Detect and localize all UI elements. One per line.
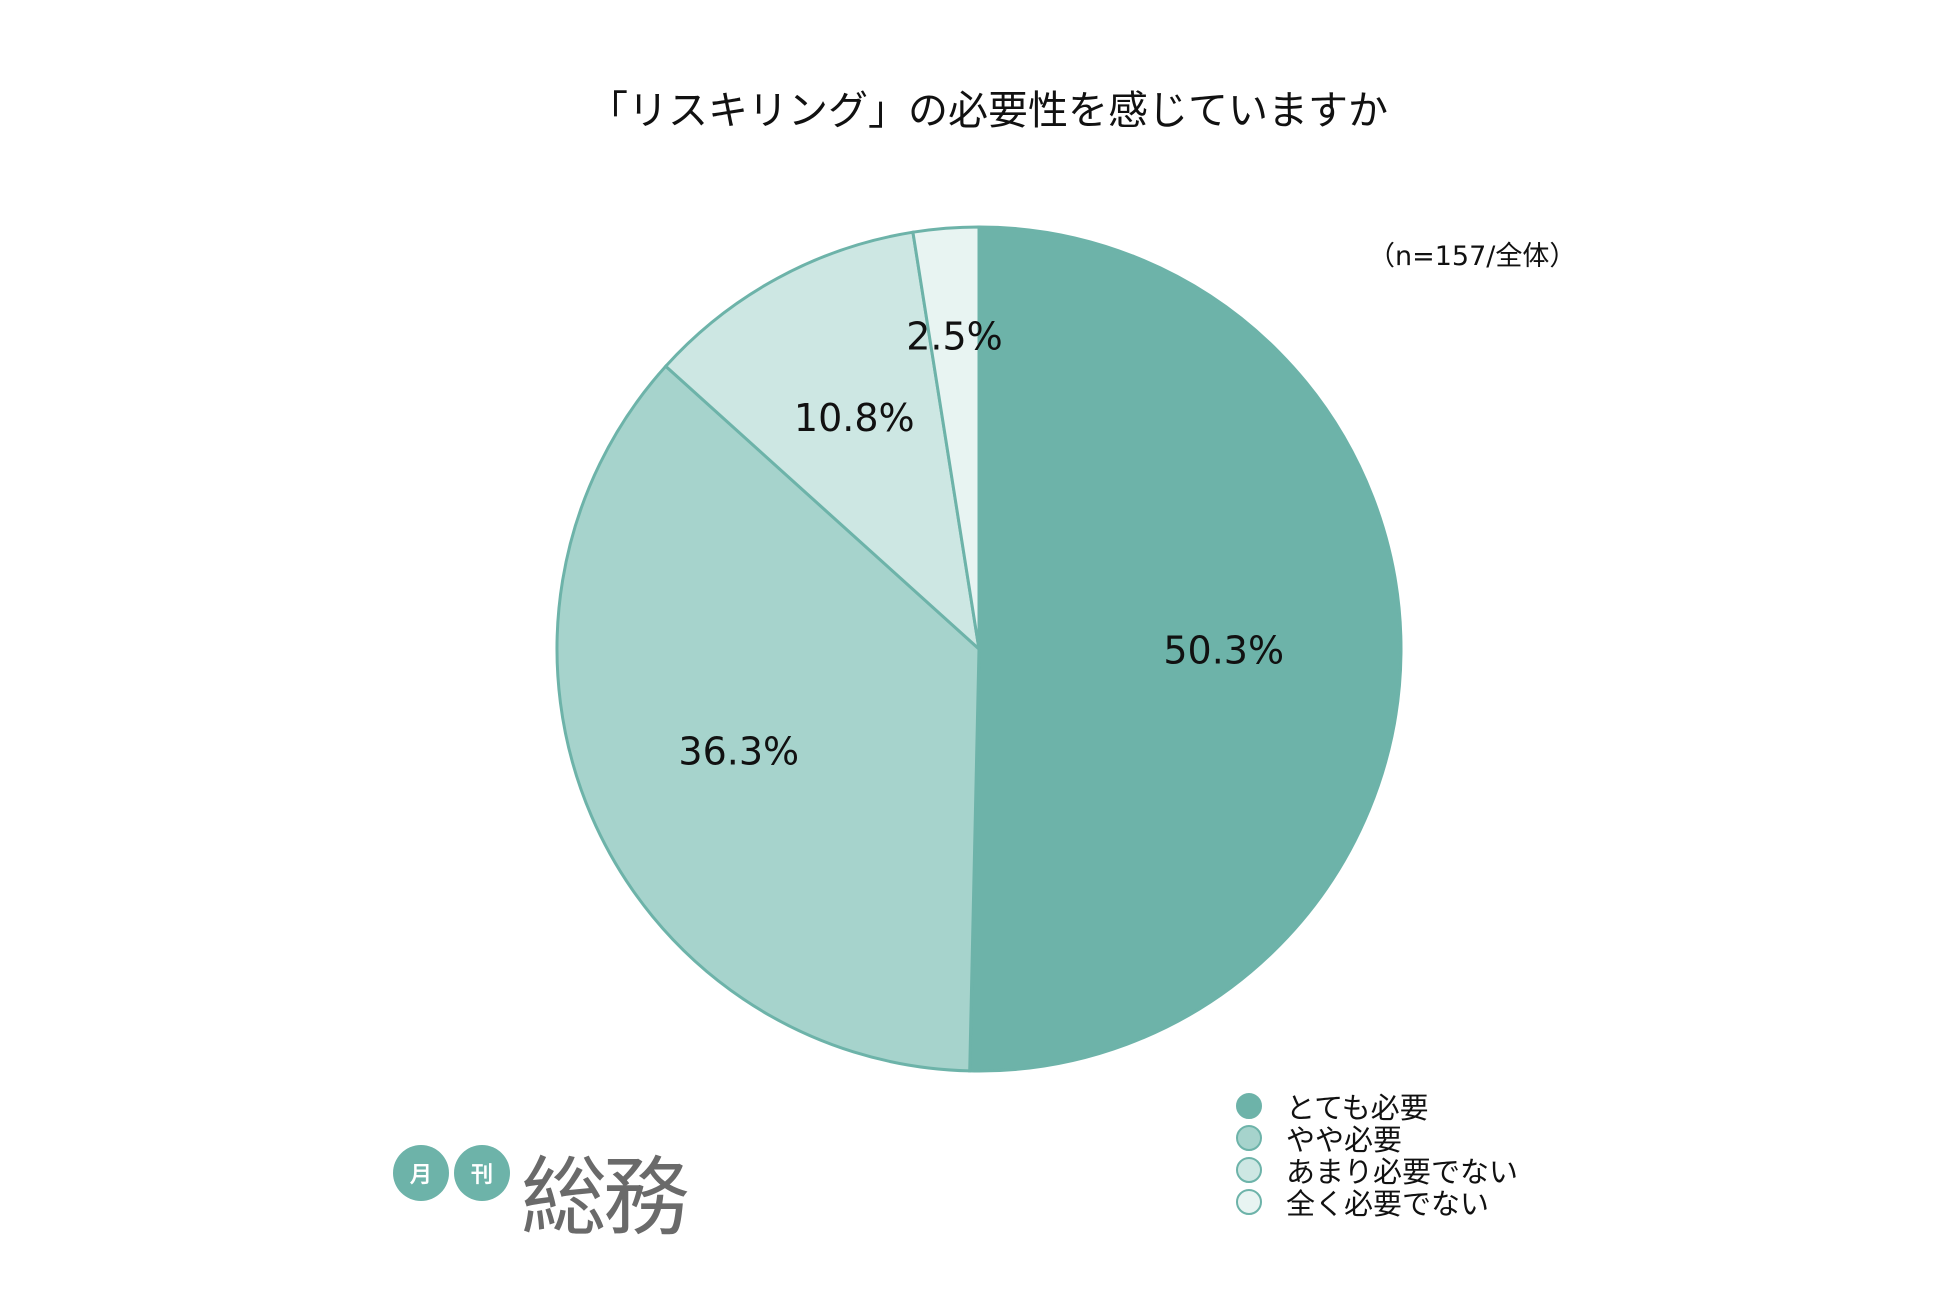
logo-badge: 月 (393, 1145, 449, 1201)
legend-item: 全く必要でない (1236, 1186, 1518, 1221)
logo-badge: 刊 (454, 1145, 510, 1201)
chart-title: 「リスキリング」の必要性を感じていますか (588, 88, 1388, 134)
legend-item: あまり必要でない (1236, 1154, 1518, 1189)
legend-label: やや必要 (1286, 1123, 1403, 1157)
pie-slice (968, 225, 1403, 1073)
legend-item: やや必要 (1236, 1122, 1518, 1157)
data-label: 50.3% (1163, 629, 1284, 673)
data-label: 10.8% (794, 396, 915, 440)
pie-slice (911, 225, 981, 650)
legend-swatch (1236, 1125, 1262, 1151)
legend-swatch (1236, 1157, 1262, 1183)
publisher-logo: 月 刊 総務 (393, 1105, 689, 1248)
logo-wordmark: 総務 (521, 1148, 689, 1248)
sample-size-note: （n=157/全体） (1368, 241, 1577, 272)
legend-swatch (1236, 1093, 1262, 1119)
pie-slice (663, 230, 982, 653)
pie-slice (555, 364, 981, 1073)
data-label: 36.3% (678, 730, 799, 774)
legend-label: とても必要 (1286, 1091, 1429, 1125)
legend-item: とても必要 (1236, 1090, 1518, 1125)
legend-swatch (1236, 1189, 1262, 1215)
legend-label: あまり必要でない (1286, 1155, 1519, 1189)
legend-label: 全く必要でない (1286, 1187, 1490, 1221)
data-label: 2.5% (906, 315, 1003, 359)
legend: とても必要 やや必要 あまり必要でない 全く必要でない (1236, 1090, 1518, 1221)
